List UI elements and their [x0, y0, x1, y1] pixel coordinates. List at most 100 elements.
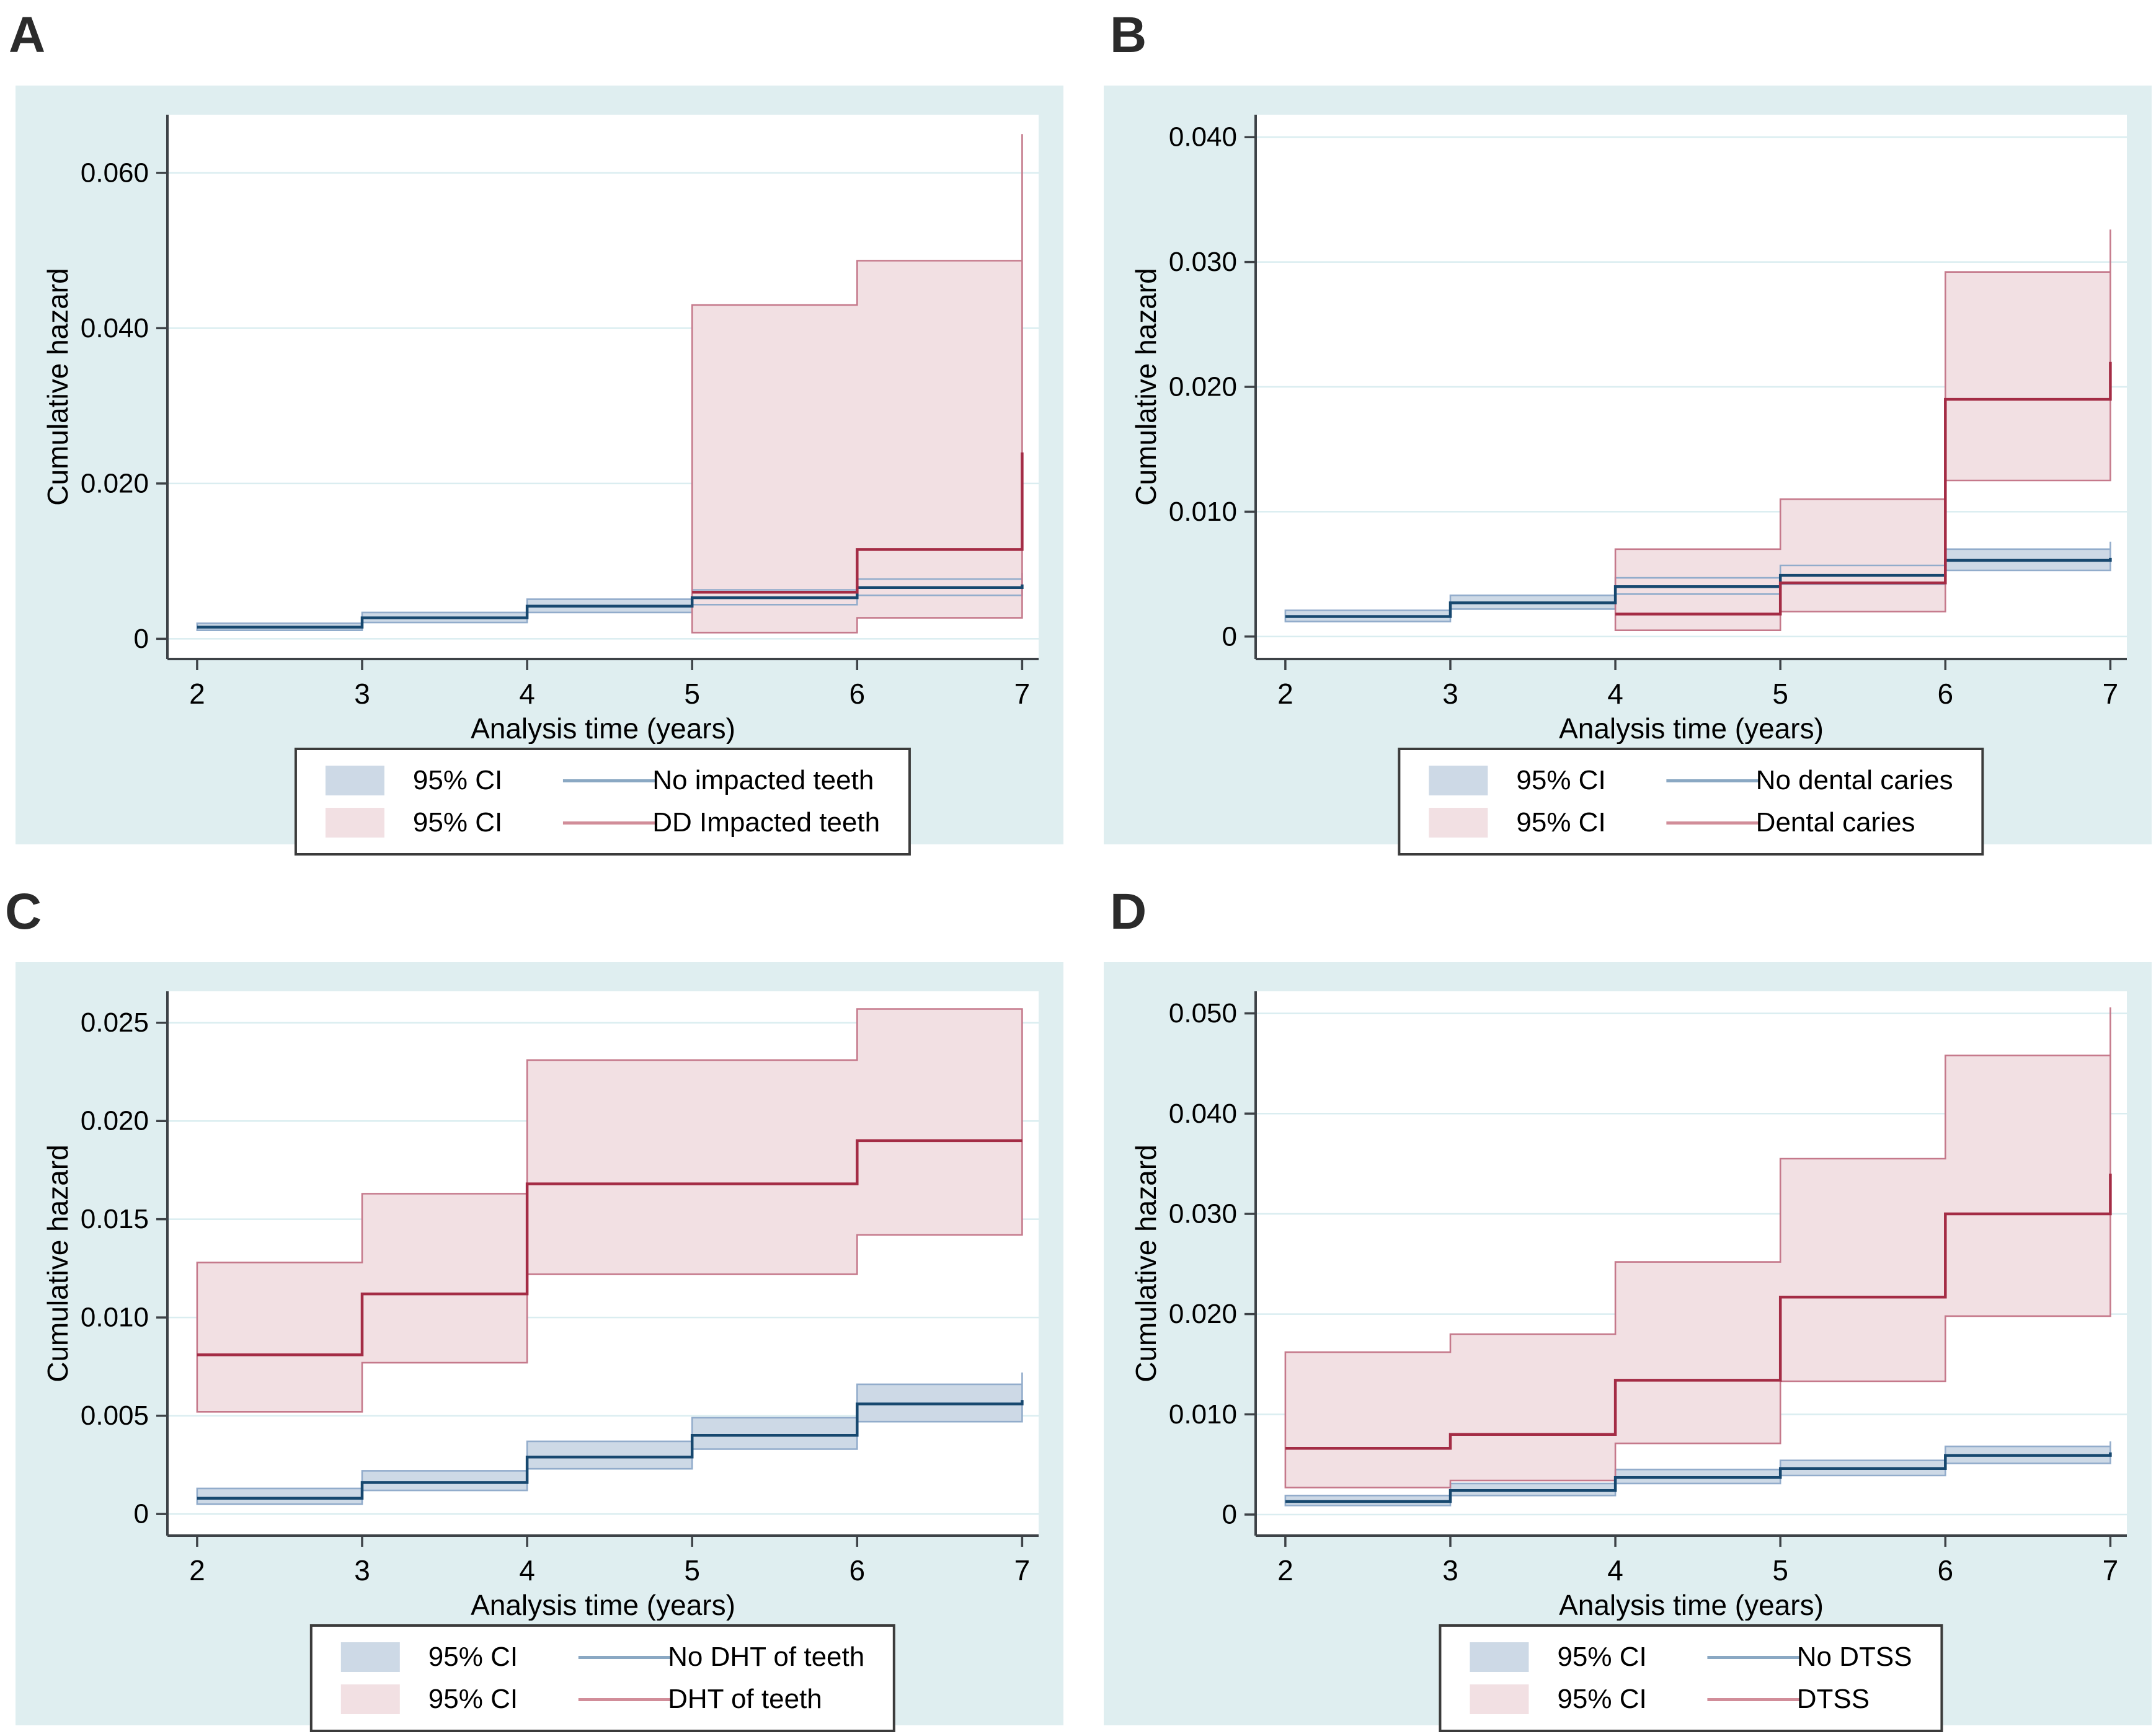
y-tick-label: 0.040	[1169, 122, 1237, 153]
hazard-plot-c: 0 0.005 0.010 0.015 0.020 0.025 2 3 4 5 6 7 Analysis…	[42, 991, 1039, 1621]
series-label-exposed: Dental caries	[1755, 807, 1915, 838]
y-tick-label: 0.015	[81, 1204, 149, 1234]
ci-label-exposed: 95% CI	[412, 807, 503, 838]
x-tick-label: 4	[1607, 678, 1623, 710]
ci-band-exposed	[1285, 1007, 2111, 1488]
panel-letter-a: A	[9, 7, 46, 63]
panel-c: 0 0.005 0.010 0.015 0.020 0.025 2 3 4 5 6 7 Analysis…	[16, 962, 1063, 1732]
x-tick-label: 2	[189, 1554, 205, 1586]
y-tick-label: 0.040	[1169, 1099, 1237, 1129]
hazard-step-control	[197, 1400, 1024, 1500]
panel-letter-b: B	[1110, 7, 1147, 63]
x-tick-label: 7	[1014, 678, 1031, 710]
series-line-sample-control	[1666, 779, 1760, 782]
ci-label-control: 95% CI	[1516, 765, 1606, 795]
y-tick-label: 0.060	[81, 157, 149, 188]
ci-label-control: 95% CI	[428, 1642, 518, 1672]
x-tick-label: 6	[849, 1554, 865, 1586]
y-tick-label: 0.020	[81, 468, 149, 498]
x-tick-label: 5	[684, 678, 700, 710]
ci-band-swatch-exposed	[340, 1684, 400, 1714]
y-tick-label: 0.010	[1169, 497, 1237, 527]
x-tick-label: 7	[2103, 678, 2119, 710]
ci-band-swatch-control	[340, 1642, 400, 1672]
ci-band-swatch-control	[1429, 766, 1488, 795]
y-tick-label: 0	[134, 624, 149, 654]
ci-band-edge-exposed	[196, 1008, 1023, 1413]
series-line-sample-exposed	[579, 1697, 672, 1701]
panel-b: 0 0.010 0.020 0.030 0.040 2 3 4 5 6 7 Analysis time…	[1104, 86, 2152, 856]
x-tick-label: 2	[1277, 678, 1293, 710]
ci-label-exposed: 95% CI	[1516, 807, 1606, 838]
series-label-exposed: DHT of teeth	[668, 1684, 822, 1714]
ci-label-exposed: 95% CI	[1557, 1684, 1647, 1714]
hazard-plot-d: 0 0.010 0.020 0.030 0.040 0.050 2 3 4 5 6 7 Analysis…	[1130, 991, 2127, 1621]
hazard-step-exposed	[1285, 1174, 2112, 1450]
x-tick-label: 5	[1772, 1554, 1788, 1586]
legend-box-b: 95% CI No dental caries 95% CI Dental ca…	[1398, 748, 1984, 856]
series-label-control: No dental caries	[1755, 765, 1953, 795]
y-tick-label: 0.030	[1169, 1198, 1237, 1229]
y-tick-label: 0.025	[81, 1007, 149, 1038]
x-tick-label: 2	[189, 678, 205, 710]
y-tick-label: 0.040	[81, 313, 149, 343]
series-label-exposed: DD Impacted teeth	[652, 807, 881, 838]
y-tick-label: 0.020	[1169, 1299, 1237, 1329]
ci-label-control: 95% CI	[412, 765, 503, 795]
panel-d: 0 0.010 0.020 0.030 0.040 0.050 2 3 4 5 6 7 Analysis…	[1104, 962, 2152, 1732]
x-tick-label: 7	[1014, 1554, 1031, 1586]
hazard-plot-a: 0 0.020 0.040 0.060 2 3 4 5 6 7 Analysis time (yea…	[42, 115, 1039, 744]
series-line-sample-exposed	[1666, 821, 1760, 825]
x-tick-label: 3	[354, 678, 370, 710]
ci-band-exposed	[1615, 229, 2111, 630]
ci-band-edge-exposed	[1284, 1007, 2111, 1488]
series-line-sample-control	[563, 779, 657, 782]
x-tick-label: 3	[354, 1554, 370, 1586]
y-tick-label: 0.050	[1169, 998, 1237, 1028]
ci-band-swatch-exposed	[325, 808, 384, 838]
ci-band-edge-exposed	[1614, 229, 2111, 631]
series-line-sample-control	[1707, 1655, 1801, 1659]
hazard-step-exposed	[1615, 361, 2112, 616]
x-tick-label: 4	[519, 1554, 535, 1586]
x-tick-label: 5	[684, 1554, 700, 1586]
legend-box-d: 95% CI No DTSS 95% CI DTSS	[1439, 1624, 1943, 1732]
y-tick-label: 0.030	[1169, 247, 1237, 277]
ci-band-swatch-control	[1470, 1642, 1529, 1672]
ci-band-swatch-control	[325, 766, 384, 795]
hazard-plot-b: 0 0.010 0.020 0.030 0.040 2 3 4 5 6 7 Analysis time…	[1130, 115, 2127, 744]
ci-band-edge-exposed	[691, 134, 1023, 634]
legend-box-c: 95% CI No DHT of teeth 95% CI DHT of tee…	[309, 1624, 896, 1732]
ci-band-swatch-exposed	[1429, 808, 1488, 838]
legend-box-a: 95% CI No impacted teeth 95% CI DD Impac…	[294, 748, 912, 856]
y-tick-label: 0.010	[1169, 1399, 1237, 1430]
series-line-sample-control	[579, 1655, 672, 1659]
hazard-step-control	[197, 584, 1024, 629]
y-tick-label: 0.010	[81, 1303, 149, 1333]
y-tick-label: 0.005	[81, 1400, 149, 1431]
y-axis-title: Cumulative hazard	[1130, 268, 1162, 506]
series-label-control: No impacted teeth	[652, 765, 874, 795]
x-tick-label: 6	[1937, 678, 1953, 710]
ci-band-edge-control	[196, 1372, 1023, 1505]
x-tick-label: 4	[519, 678, 535, 710]
x-axis-title: Analysis time (years)	[1559, 712, 1824, 744]
ci-band-exposed	[692, 134, 1023, 633]
x-tick-label: 5	[1772, 678, 1788, 710]
series-line-sample-exposed	[563, 821, 657, 825]
series-label-control: No DTSS	[1796, 1642, 1912, 1672]
x-tick-label: 3	[1442, 678, 1458, 710]
hazard-step-control	[1285, 1452, 2112, 1503]
series-label-control: No DHT of teeth	[668, 1642, 865, 1672]
ci-band-swatch-exposed	[1470, 1684, 1529, 1714]
x-axis-title: Analysis time (years)	[471, 1589, 735, 1621]
y-tick-label: 0.020	[81, 1106, 149, 1136]
y-tick-label: 0	[134, 1499, 149, 1529]
y-tick-label: 0	[1222, 1500, 1237, 1530]
x-tick-label: 2	[1277, 1554, 1293, 1586]
y-tick-label: 0	[1222, 621, 1237, 652]
x-tick-label: 6	[849, 678, 865, 710]
series-line-sample-exposed	[1707, 1697, 1801, 1701]
ci-label-exposed: 95% CI	[428, 1684, 518, 1714]
